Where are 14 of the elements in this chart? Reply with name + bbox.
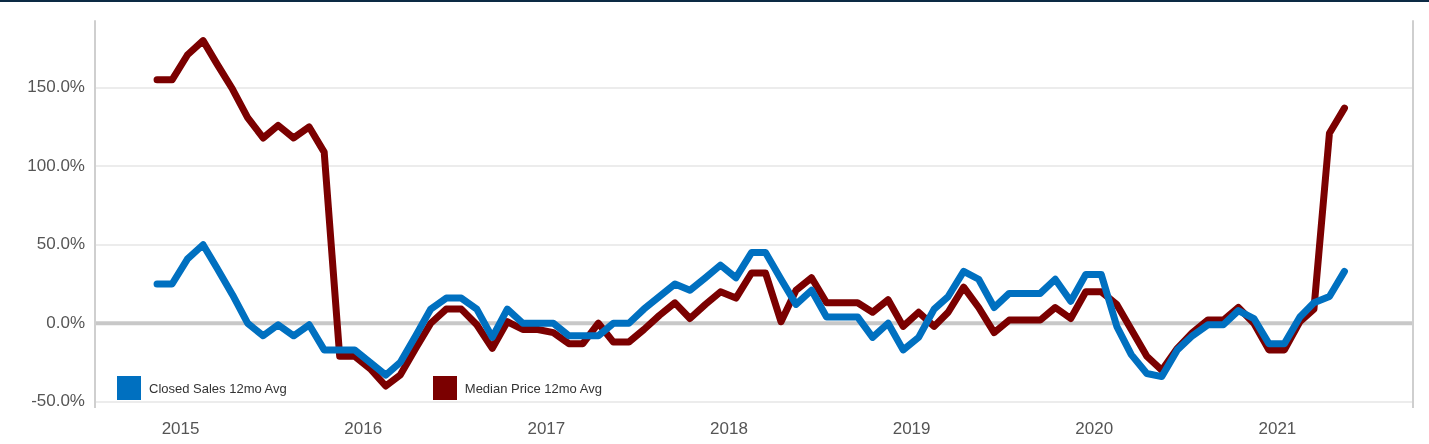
x-tick-label: 2015 [161, 418, 200, 438]
y-tick-label: -50.0% [31, 391, 85, 411]
y-tick-label: 0.0% [46, 312, 85, 332]
legend-label: Closed Sales 12mo Avg [149, 380, 287, 396]
x-tick-label: 2021 [1258, 418, 1297, 438]
legend-label: Median Price 12mo Avg [464, 380, 602, 396]
x-tick-label: 2018 [710, 418, 748, 438]
x-tick-label: 2017 [527, 418, 566, 438]
y-tick-label: 100.0% [27, 155, 85, 175]
x-tick-label: 2020 [1075, 418, 1114, 438]
y-tick-label: 150.0% [27, 77, 85, 97]
x-tick-label: 2016 [344, 418, 383, 438]
x-tick-label: 2019 [892, 418, 931, 438]
y-tick-label: 50.0% [36, 234, 85, 254]
